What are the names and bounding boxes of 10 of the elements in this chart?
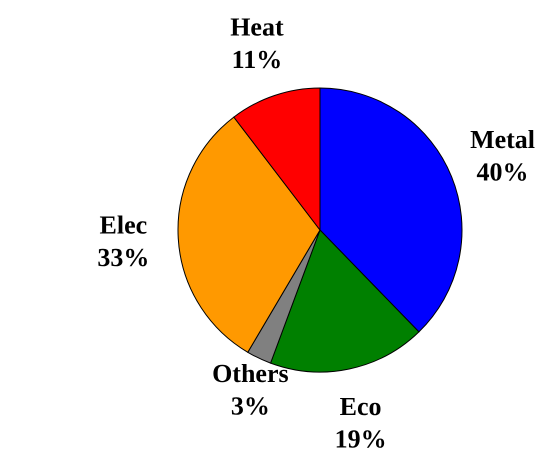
data-label: 3% — [230, 391, 270, 420]
data-label: 33% — [97, 243, 150, 272]
slice-label: Metal — [470, 124, 536, 154]
data-label: 11% — [232, 44, 282, 74]
slice-label: Heat — [230, 12, 284, 42]
data-label: 19% — [334, 424, 387, 454]
slice-label: Eco — [340, 392, 382, 421]
slice-label: Others — [212, 358, 289, 388]
data-label: 40% — [476, 157, 529, 186]
slice-label: Elec — [100, 210, 148, 240]
